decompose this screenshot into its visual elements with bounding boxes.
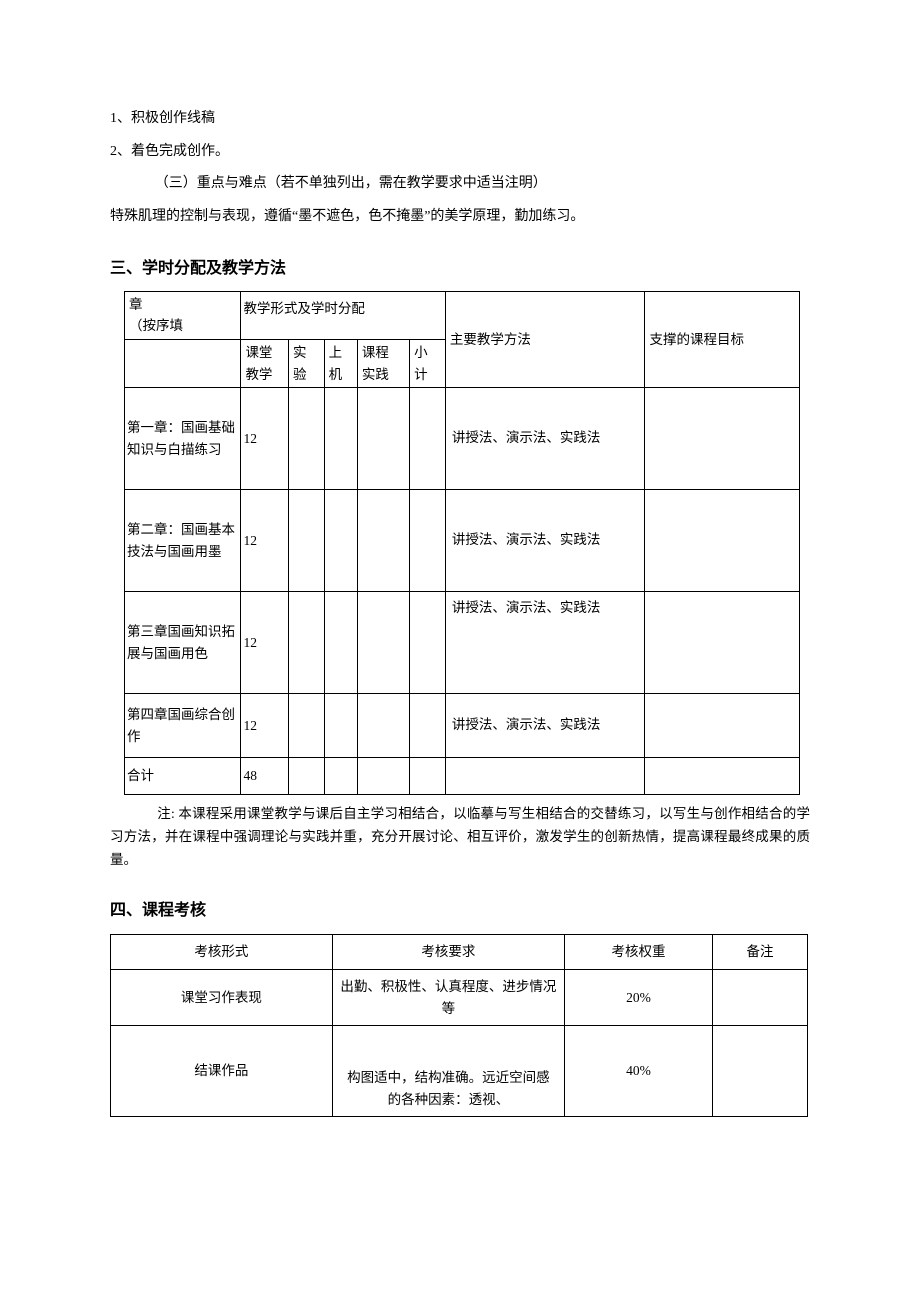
th-experiment-l1: 实 bbox=[293, 342, 320, 364]
th-form-alloc: 教学形式及学时分配 bbox=[241, 291, 445, 339]
cell-chapter: 第四章国画综合创作 bbox=[125, 694, 241, 758]
th-practice: 课程 实践 bbox=[357, 339, 409, 387]
table-row-total: 合计 48 bbox=[125, 758, 800, 795]
cell-chapter: 第一章：国画基础知识与白描练习 bbox=[125, 388, 241, 490]
th-target: 支撑的课程目标 bbox=[645, 291, 800, 387]
cell-target bbox=[645, 490, 800, 592]
cell-practice bbox=[357, 592, 409, 694]
cell-experiment bbox=[288, 388, 324, 490]
cell-computer bbox=[324, 592, 357, 694]
cell-computer bbox=[324, 490, 357, 592]
th-chapter-l2: （按序填 bbox=[129, 315, 236, 337]
th-method: 主要教学方法 bbox=[445, 291, 645, 387]
cell-blank bbox=[288, 758, 324, 795]
section-4-heading: 四、课程考核 bbox=[110, 896, 810, 926]
cell-blank bbox=[410, 758, 446, 795]
cell-chapter: 第二章：国画基本技法与国画用墨 bbox=[125, 490, 241, 592]
cell-subtotal bbox=[410, 490, 446, 592]
th-classroom: 课堂 教学 bbox=[241, 339, 289, 387]
cell-blank bbox=[357, 758, 409, 795]
table-row: 结课作品 构图适中，结构准确。远近空间感的各种因素：透视、 40% bbox=[111, 1026, 808, 1117]
cell-chapter: 第三章国画知识拓展与国画用色 bbox=[125, 592, 241, 694]
cell-target bbox=[645, 694, 800, 758]
table-row: 第四章国画综合创作 12 讲授法、演示法、实践法 bbox=[125, 694, 800, 758]
th-classroom-l1: 课堂 bbox=[245, 342, 284, 364]
cell-classroom: 12 bbox=[241, 388, 289, 490]
cell-experiment bbox=[288, 694, 324, 758]
table-row: 第二章：国画基本技法与国画用墨 12 讲授法、演示法、实践法 bbox=[125, 490, 800, 592]
table-header-row: 考核形式 考核要求 考核权重 备注 bbox=[111, 935, 808, 970]
cell-subtotal bbox=[410, 694, 446, 758]
hours-allocation-table: 章 （按序填 教学形式及学时分配 主要教学方法 支撑的课程目标 课堂 教学 实 … bbox=[124, 291, 800, 795]
cell-requirement: 构图适中，结构准确。远近空间感的各种因素：透视、 bbox=[332, 1026, 564, 1117]
cell-remark bbox=[712, 1026, 807, 1117]
subsection-heading-3: （三）重点与难点（若不单独列出，需在教学要求中适当注明） bbox=[110, 171, 810, 198]
cell-weight: 20% bbox=[565, 969, 713, 1025]
cell-blank bbox=[445, 758, 645, 795]
th-weight: 考核权重 bbox=[565, 935, 713, 970]
cell-target bbox=[645, 592, 800, 694]
th-subtotal-l2: 计 bbox=[414, 364, 441, 386]
cell-computer bbox=[324, 388, 357, 490]
th-computer-l1: 上 bbox=[329, 342, 353, 364]
cell-method: 讲授法、演示法、实践法 bbox=[445, 694, 645, 758]
th-classroom-l2: 教学 bbox=[245, 364, 284, 386]
th-practice-l1: 课程 bbox=[362, 342, 405, 364]
cell-subtotal bbox=[410, 388, 446, 490]
cell-computer bbox=[324, 694, 357, 758]
cell-total-classroom: 48 bbox=[241, 758, 289, 795]
cell-classroom: 12 bbox=[241, 490, 289, 592]
list-item-2: 2、着色完成创作。 bbox=[110, 139, 810, 166]
cell-remark bbox=[712, 969, 807, 1025]
cell-practice bbox=[357, 694, 409, 758]
list-item-1: 1、积极创作线稿 bbox=[110, 106, 810, 133]
th-subtotal-l1: 小 bbox=[414, 342, 441, 364]
cell-classroom: 12 bbox=[241, 592, 289, 694]
th-experiment-l2: 验 bbox=[293, 364, 320, 386]
cell-method: 讲授法、演示法、实践法 bbox=[445, 388, 645, 490]
th-requirement: 考核要求 bbox=[332, 935, 564, 970]
section-3-heading: 三、学时分配及教学方法 bbox=[110, 254, 810, 284]
table-row: 第三章国画知识拓展与国画用色 12 讲授法、演示法、实践法 bbox=[125, 592, 800, 694]
cell-form: 结课作品 bbox=[111, 1026, 333, 1117]
th-computer-l2: 机 bbox=[329, 364, 353, 386]
th-chapter-blank bbox=[125, 339, 241, 387]
cell-method: 讲授法、演示法、实践法 bbox=[445, 592, 645, 694]
cell-practice bbox=[357, 388, 409, 490]
th-subtotal: 小 计 bbox=[410, 339, 446, 387]
section-3-note: 注: 本课程采用课堂教学与课后自主学习相结合，以临摹与写生相结合的交替练习，以写… bbox=[110, 803, 810, 872]
th-chapter-l1: 章 bbox=[129, 294, 236, 316]
cell-practice bbox=[357, 490, 409, 592]
cell-form: 课堂习作表现 bbox=[111, 969, 333, 1025]
table-row: 课堂习作表现 出勤、积极性、认真程度、进步情况等 20% bbox=[111, 969, 808, 1025]
th-practice-l2: 实践 bbox=[362, 364, 405, 386]
cell-blank bbox=[645, 758, 800, 795]
th-remark: 备注 bbox=[712, 935, 807, 970]
assessment-table: 考核形式 考核要求 考核权重 备注 课堂习作表现 出勤、积极性、认真程度、进步情… bbox=[110, 934, 808, 1117]
page-content: 1、积极创作线稿 2、着色完成创作。 （三）重点与难点（若不单独列出，需在教学要… bbox=[0, 0, 920, 1177]
table-row: 第一章：国画基础知识与白描练习 12 讲授法、演示法、实践法 bbox=[125, 388, 800, 490]
cell-total-label: 合计 bbox=[125, 758, 241, 795]
cell-target bbox=[645, 388, 800, 490]
cell-subtotal bbox=[410, 592, 446, 694]
cell-experiment bbox=[288, 490, 324, 592]
cell-method: 讲授法、演示法、实践法 bbox=[445, 490, 645, 592]
th-chapter: 章 （按序填 bbox=[125, 291, 241, 339]
body-paragraph: 特殊肌理的控制与表现，遵循“墨不遮色，色不掩墨”的美学原理，勤加练习。 bbox=[110, 204, 810, 231]
cell-blank bbox=[324, 758, 357, 795]
th-experiment: 实 验 bbox=[288, 339, 324, 387]
cell-experiment bbox=[288, 592, 324, 694]
th-form: 考核形式 bbox=[111, 935, 333, 970]
cell-requirement: 出勤、积极性、认真程度、进步情况等 bbox=[332, 969, 564, 1025]
cell-weight: 40% bbox=[565, 1026, 713, 1117]
cell-classroom: 12 bbox=[241, 694, 289, 758]
th-computer: 上 机 bbox=[324, 339, 357, 387]
